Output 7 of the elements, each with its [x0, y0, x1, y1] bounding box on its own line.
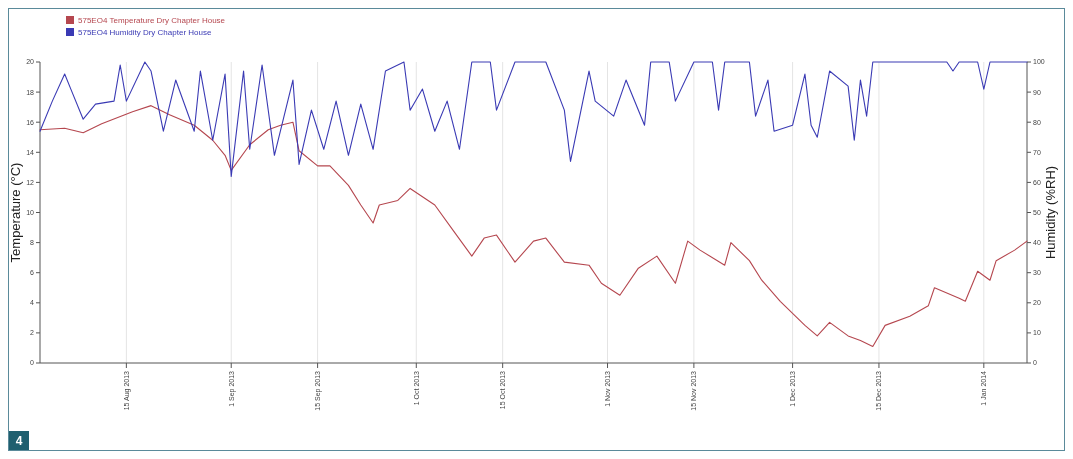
line-series [39, 61, 1028, 177]
text: 4 [15, 433, 23, 448]
y-axis-title: Temperature (°C) [8, 162, 23, 263]
legend-label: 575EO4 Humidity Dry Chapter House [78, 27, 212, 37]
legend-label: 575EO4 Temperature Dry Chapter House [78, 15, 226, 25]
line-series [39, 105, 1028, 347]
y2-axis-title: Humidity (%RH) [1043, 165, 1058, 260]
